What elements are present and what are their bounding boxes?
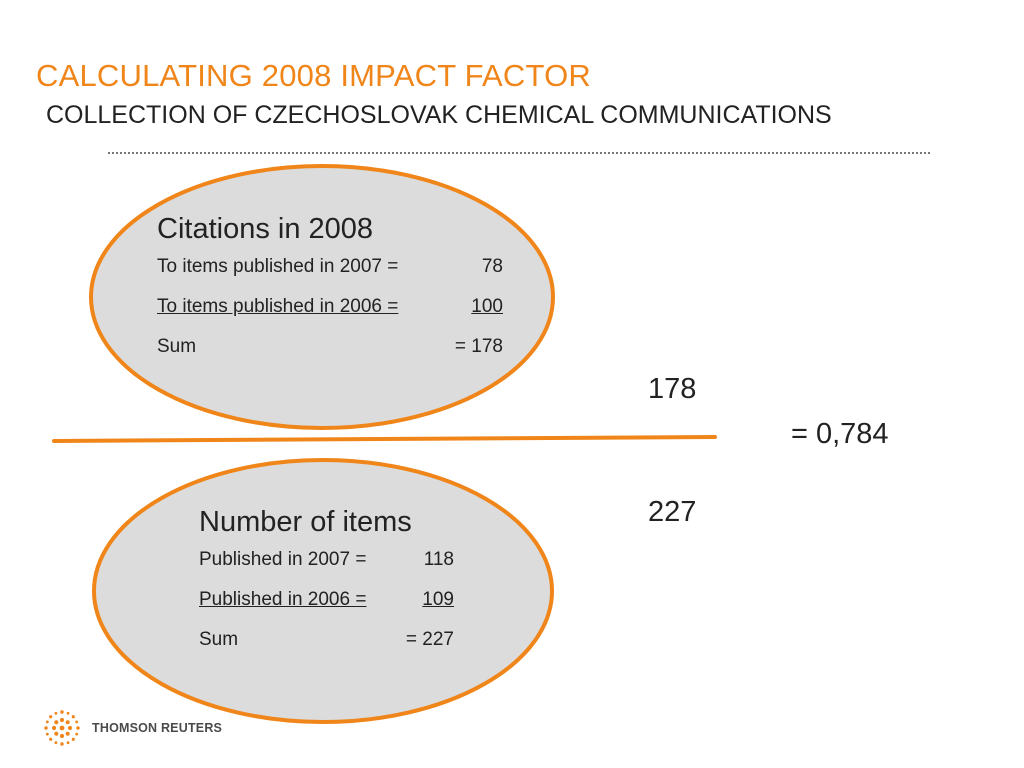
fraction-result: = 0,784 — [791, 418, 889, 450]
items-row-2007: Published in 2007 = 118 — [199, 549, 454, 571]
items-block: Number of items Published in 2007 = 118 … — [199, 506, 454, 651]
citations-ellipse — [89, 164, 555, 430]
citations-row-label: To items published in 2006 = — [157, 296, 399, 317]
items-heading: Number of items — [199, 506, 412, 538]
citations-row-sum: Sum = 178 — [157, 336, 503, 358]
citations-row-2007: To items published in 2007 = 78 — [157, 256, 503, 278]
items-row-value: 109 — [422, 589, 454, 610]
citations-row-label: To items published in 2007 = — [157, 256, 399, 277]
items-row-label: Published in 2007 = — [199, 549, 367, 570]
fraction-denominator: 227 — [648, 496, 697, 528]
slide-subtitle: COLLECTION OF CZECHOSLOVAK CHEMICAL COMM… — [46, 101, 832, 129]
citations-row-2006: To items published in 2006 = 100 — [157, 296, 503, 318]
items-ellipse — [92, 458, 554, 724]
items-row-2006: Published in 2006 = 109 — [199, 589, 454, 611]
citations-row-value: 78 — [481, 256, 503, 277]
citations-row-value: = 178 — [454, 336, 503, 357]
citations-row-label: Sum — [157, 336, 197, 357]
dotted-divider — [108, 152, 930, 154]
reuters-dot-globe-icon — [44, 710, 80, 746]
items-row-label: Published in 2006 = — [199, 589, 367, 610]
logo-wordmark: THOMSON REUTERS — [92, 721, 223, 735]
fraction-numerator: 178 — [648, 373, 697, 405]
items-row-value: = 227 — [405, 629, 454, 650]
thomson-reuters-logo: THOMSON REUTERS — [40, 706, 222, 750]
items-row-sum: Sum = 227 — [199, 629, 454, 651]
items-row-label: Sum — [199, 629, 239, 650]
citations-block: Citations in 2008 To items published in … — [157, 213, 503, 358]
slide-title: CALCULATING 2008 IMPACT FACTOR — [36, 58, 591, 93]
fraction-line — [52, 435, 717, 443]
citations-heading: Citations in 2008 — [157, 213, 374, 245]
citations-row-value: 100 — [471, 296, 503, 317]
items-row-value: 118 — [423, 549, 454, 570]
